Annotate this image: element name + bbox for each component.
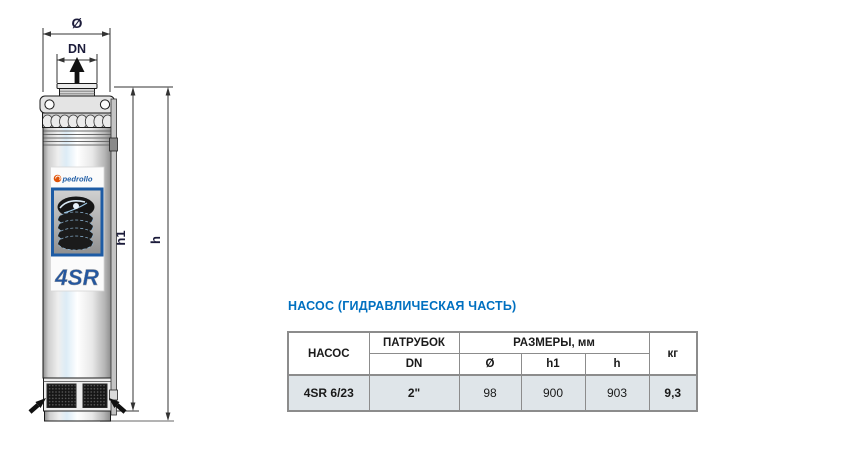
cell-weight: 9,3 (648, 374, 698, 412)
col-header-port: ПАТРУБОК (368, 331, 460, 354)
cell-h: 903 (584, 374, 650, 412)
model-label: 4SR (54, 265, 100, 290)
col-header-dn: DN (368, 353, 460, 376)
impeller-image (51, 187, 104, 257)
pump-body: pedrollo 4SR (39, 83, 118, 422)
cable-guard (109, 98, 118, 416)
spec-panel: НАСОС (ГИДРАВЛИЧЕСКАЯ ЧАСТЬ) НАСОС ПАТРУ… (287, 299, 698, 412)
pump-head-cap (39, 95, 115, 114)
h-dim-label: h (148, 236, 163, 244)
discharge-port (56, 83, 98, 97)
table-header-row-2: DN Ø h1 h (288, 353, 697, 376)
cell-pump-model: 4SR 6/23 (287, 374, 370, 412)
intake-flow-arrow-icons (28, 398, 127, 414)
col-header-h1: h1 (520, 353, 586, 376)
section-title: НАСОС (ГИДРАВЛИЧЕСКАЯ ЧАСТЬ) (288, 299, 517, 313)
col-header-pump: НАСОС (287, 331, 370, 376)
table-row: 4SR 6/23 2" 98 900 903 9,3 (287, 374, 698, 412)
diameter-dim-label: Ø (72, 15, 83, 31)
ribbed-collar (43, 130, 111, 146)
pump-base (44, 410, 111, 422)
intake-strainer (43, 377, 112, 412)
dimension-lines (42, 28, 174, 422)
product-label: pedrollo 4SR (50, 166, 105, 292)
brand-logo: pedrollo (53, 175, 93, 184)
table-header-row-1: НАСОС ПАТРУБОК РАЗМЕРЫ, мм кг (287, 331, 698, 376)
cell-diameter: 98 (458, 374, 522, 412)
spec-table: НАСОС ПАТРУБОК РАЗМЕРЫ, мм кг DN Ø h1 h … (287, 331, 698, 412)
flow-direction-arrow-icon (69, 57, 85, 86)
pump-technical-drawing: Ø DN h1 h (28, 15, 174, 422)
cell-dn: 2" (368, 374, 460, 412)
col-header-diameter: Ø (458, 353, 522, 376)
cell-h1: 900 (520, 374, 586, 412)
scalloped-ring (42, 112, 113, 128)
brand-logo-text: pedrollo (62, 175, 93, 184)
col-header-dimensions-group: РАЗМЕРЫ, мм (458, 331, 650, 354)
dn-dim-label: DN (68, 42, 86, 56)
col-header-h: h (584, 353, 650, 376)
col-header-weight: кг (648, 331, 698, 376)
